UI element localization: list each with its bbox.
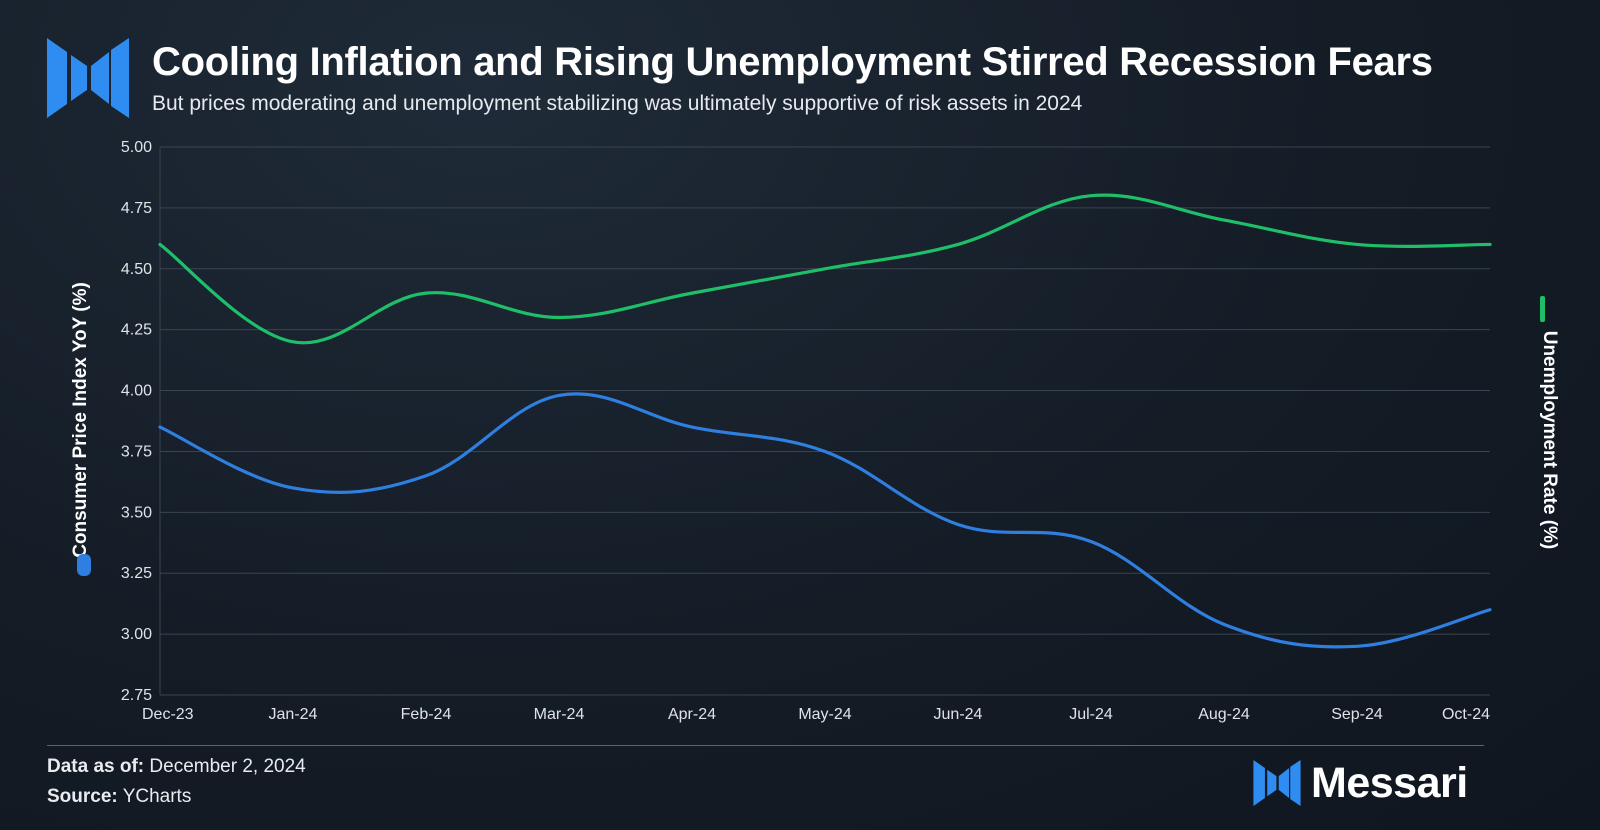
- x-tick-label: Mar-24: [534, 706, 585, 723]
- y-tick-label: 4.25: [121, 322, 152, 339]
- source: Source: YCharts: [47, 786, 191, 808]
- x-tick-label: Jul-24: [1069, 706, 1113, 723]
- x-tick-label: Oct-24: [1442, 706, 1490, 723]
- y-tick-label: 5.00: [121, 139, 152, 156]
- messari-brand-icon: [1253, 760, 1301, 806]
- y-tick-label: 4.75: [121, 200, 152, 217]
- messari-logo-icon: [47, 38, 129, 118]
- y-axis-left-title: Consumer Price Index YoY (%): [70, 282, 91, 558]
- chart-title: Cooling Inflation and Rising Unemploymen…: [152, 40, 1433, 84]
- x-tick-label: Aug-24: [1198, 706, 1250, 723]
- x-tick-label: Jan-24: [269, 706, 318, 723]
- y-tick-label: 2.75: [121, 687, 152, 704]
- y-tick-label: 4.50: [121, 261, 152, 278]
- unemployment-series-line: [158, 193, 1492, 345]
- axis-titles: Consumer Price Index YoY (%) Unemployment…: [70, 282, 1560, 576]
- y-tick-label: 3.50: [121, 504, 152, 521]
- data-as-of-label: Data as of:: [47, 756, 145, 777]
- source-value: YCharts: [122, 786, 192, 807]
- cpi-legend-marker: [77, 554, 91, 576]
- messari-brand: Messari: [1253, 758, 1468, 808]
- x-tick-labels: Dec-23 Jan-24 Feb-24 Mar-24 Apr-24 May-24 Jun-…: [142, 706, 1490, 723]
- x-tick-label: Apr-24: [668, 706, 716, 723]
- y-tick-label: 3.25: [121, 565, 152, 582]
- x-tick-label: Feb-24: [401, 706, 452, 723]
- series-lines: [158, 193, 1492, 649]
- y-tick-label: 3.00: [121, 626, 152, 643]
- line-chart: 5.00 4.75 4.50 4.25 4.00 3.75 3.50 3.25 3.00 2.75…: [70, 139, 1560, 723]
- chart-subtitle: But prices moderating and unemployment s…: [152, 92, 1083, 115]
- unemployment-legend-marker: [1540, 296, 1545, 322]
- grid-lines: [159, 146, 1490, 696]
- y-tick-labels: 5.00 4.75 4.50 4.25 4.00 3.75 3.50 3.25 3.00 2.75: [121, 139, 152, 704]
- y-tick-label: 4.00: [121, 383, 152, 400]
- cpi-series-line: [158, 392, 1492, 649]
- x-tick-label: Jun-24: [934, 706, 983, 723]
- y-axis-right-title: Unemployment Rate (%): [1539, 331, 1560, 550]
- x-tick-label: Sep-24: [1331, 706, 1383, 723]
- x-tick-label: Dec-23: [142, 706, 194, 723]
- brand-name: Messari: [1311, 758, 1468, 807]
- data-as-of-value: December 2, 2024: [149, 756, 306, 777]
- y-tick-label: 3.75: [121, 443, 152, 460]
- x-tick-label: May-24: [798, 706, 851, 723]
- data-as-of: Data as of: December 2, 2024: [47, 756, 306, 778]
- source-label: Source:: [47, 786, 118, 807]
- footer-divider: [47, 745, 1484, 746]
